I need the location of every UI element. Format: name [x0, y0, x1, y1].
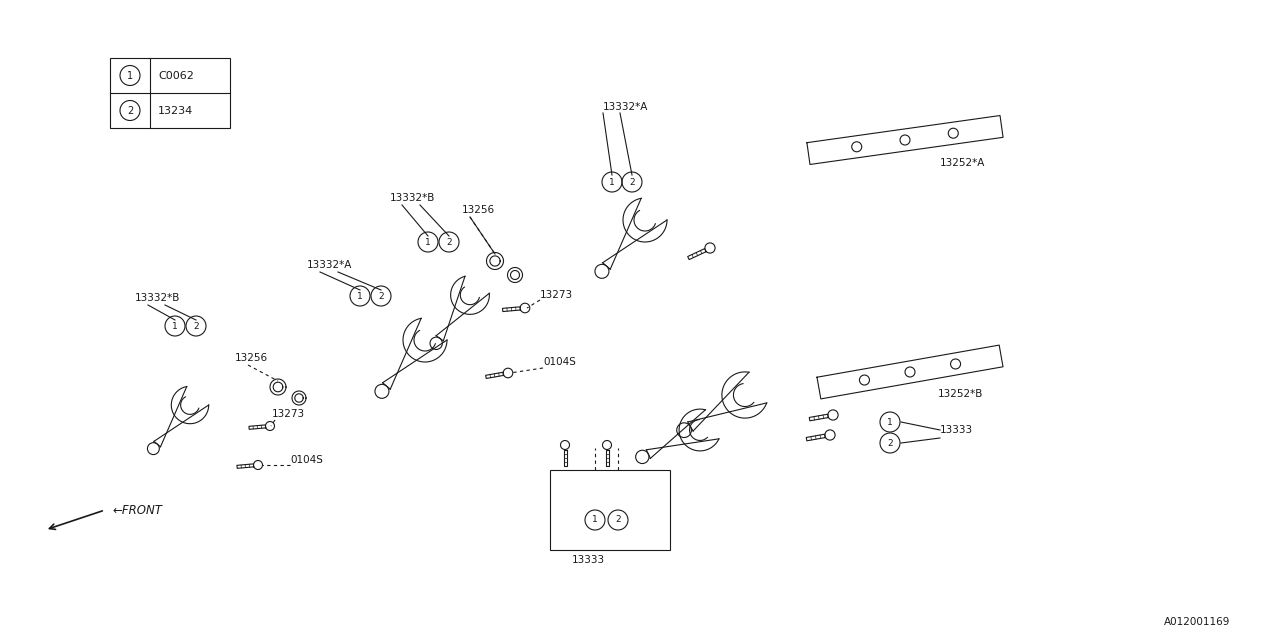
Text: 1: 1 [172, 321, 178, 330]
Text: 13252*B: 13252*B [938, 389, 983, 399]
Text: 2: 2 [630, 177, 635, 186]
Text: 2: 2 [193, 321, 198, 330]
Text: 13333: 13333 [940, 425, 973, 435]
Text: 1: 1 [609, 177, 614, 186]
Text: 2: 2 [887, 438, 893, 447]
Text: 13234: 13234 [157, 106, 193, 115]
Text: A012001169: A012001169 [1164, 617, 1230, 627]
Text: 2: 2 [616, 515, 621, 525]
Text: 0104S: 0104S [291, 455, 323, 465]
Text: 13252*A: 13252*A [940, 158, 986, 168]
Text: 0104S: 0104S [543, 357, 576, 367]
Text: 13333: 13333 [572, 555, 605, 565]
Text: 2: 2 [447, 237, 452, 246]
Bar [110, 58, 230, 128]
Text: 1: 1 [425, 237, 431, 246]
Text: 1: 1 [127, 70, 133, 81]
Text: 1: 1 [887, 417, 893, 426]
Text: C0062: C0062 [157, 70, 193, 81]
Text: 13332*A: 13332*A [307, 260, 352, 270]
Text: 13273: 13273 [540, 290, 573, 300]
Text: 13256: 13256 [236, 353, 268, 363]
Text: 2: 2 [127, 106, 133, 115]
Text: 13332*B: 13332*B [134, 293, 180, 303]
Text: 13332*B: 13332*B [390, 193, 435, 203]
Text: 1: 1 [357, 291, 362, 301]
Text: 13256: 13256 [462, 205, 495, 215]
Text: ←FRONT: ←FRONT [113, 504, 161, 516]
Text: 1: 1 [593, 515, 598, 525]
Text: 2: 2 [378, 291, 384, 301]
Bar [550, 470, 669, 550]
Text: 13332*A: 13332*A [603, 102, 649, 112]
Text: 13273: 13273 [273, 409, 305, 419]
